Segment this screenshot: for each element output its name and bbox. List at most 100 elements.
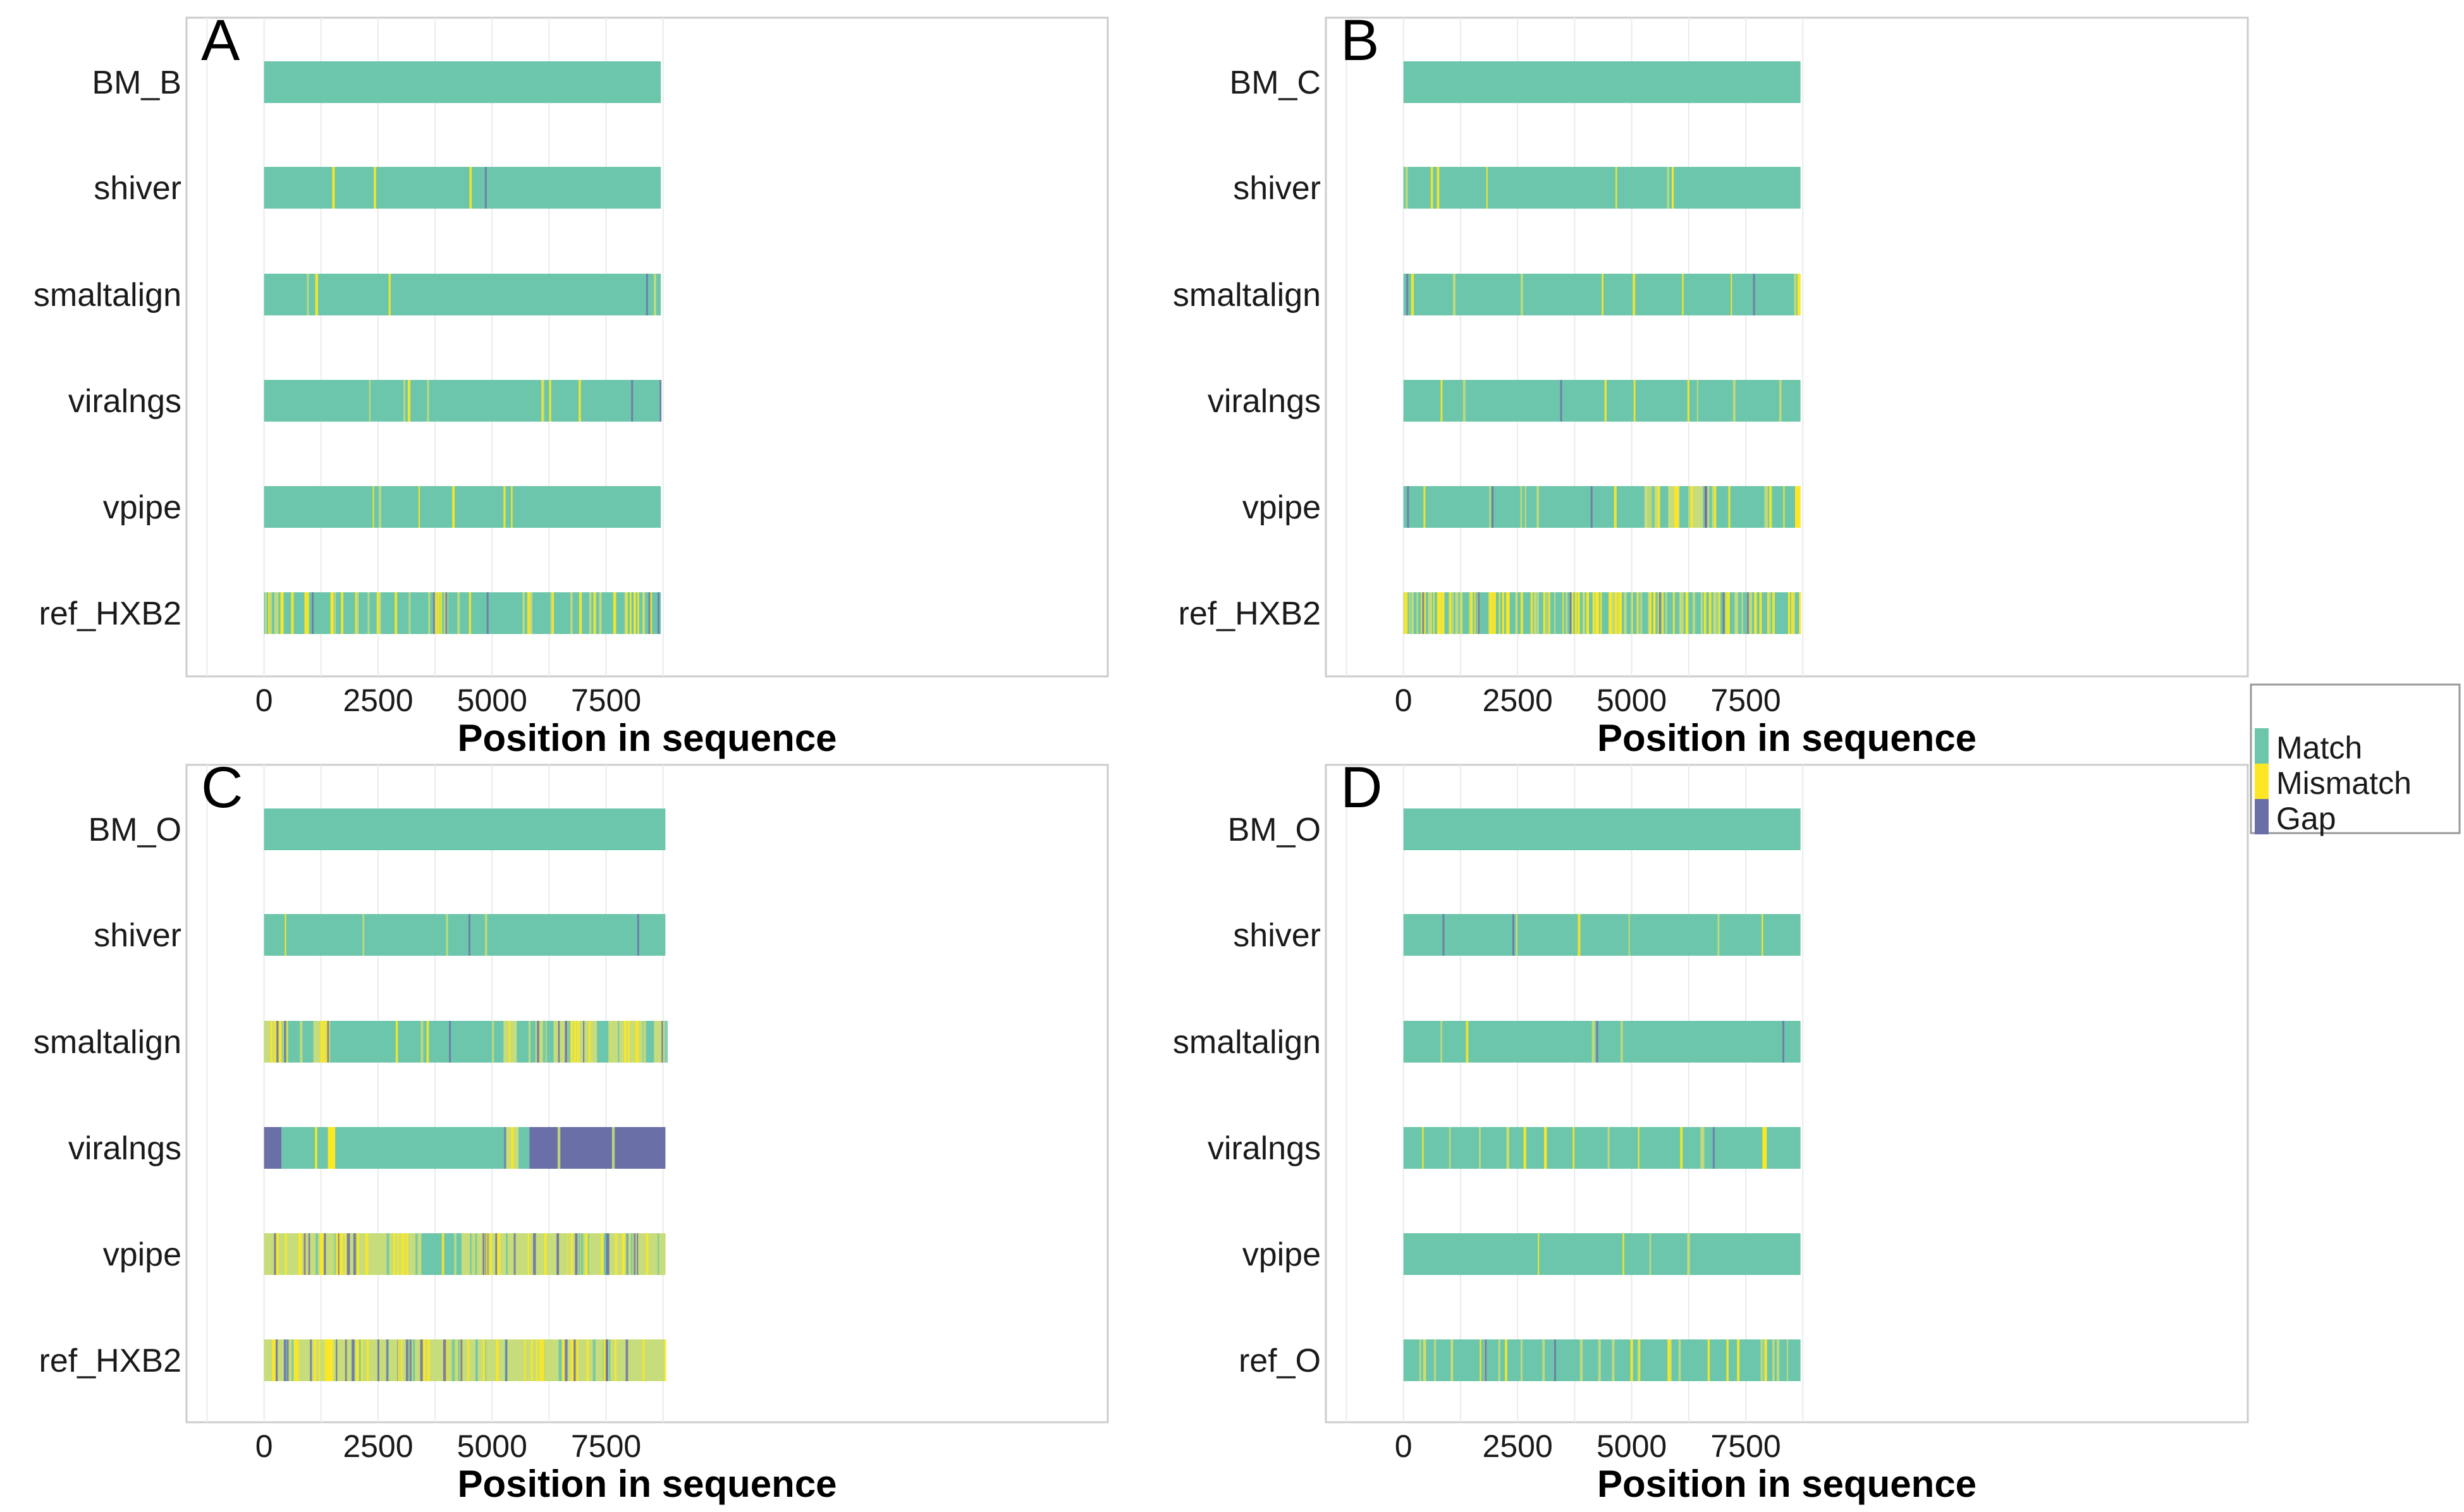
panel-label: C [201,755,243,820]
mismatch-site [1638,1339,1641,1381]
mismatch-site [274,1021,277,1063]
mismatch-site [1434,1339,1436,1381]
mismatch-site [646,1339,649,1381]
x-tick-label: 2500 [343,1429,413,1464]
track-bm-o: BM_O [1228,808,1801,850]
gap-site [468,914,470,956]
mismatch-site [590,1233,592,1275]
mismatch-site [1411,592,1414,634]
mismatch-site [1719,592,1720,634]
mismatch-site [1450,1339,1454,1381]
mismatch-site [362,914,365,956]
site-mark [578,1233,580,1275]
site-mark [497,1233,501,1275]
mismatch-site [1707,1339,1710,1381]
site-mark [274,1233,277,1275]
mismatch-site [1542,1339,1545,1381]
site-mark [357,1233,359,1275]
mismatch-site [1571,592,1574,634]
mismatch-site [1423,486,1426,528]
mismatch-site [1548,592,1550,634]
x-tick-label: 5000 [457,1429,527,1464]
mismatch-site [625,592,628,634]
mismatch-site [1667,167,1669,209]
x-tick-label: 5000 [1597,1429,1667,1464]
mismatch-site [624,592,627,634]
mismatch-site [579,380,581,422]
mismatch-site [1618,592,1622,634]
site-mark [489,1233,493,1275]
gap-site [432,592,435,634]
row-label: ref_HXB2 [1179,595,1321,632]
mismatch-site [1640,592,1643,634]
mismatch-site [388,274,391,315]
site-mark [270,1021,273,1063]
site-mark [628,1021,630,1063]
mismatch-site [1622,1233,1624,1275]
site-mark [408,1339,411,1381]
mismatch-site [1794,274,1797,315]
mismatch-site [1667,1339,1670,1381]
mismatch-site [1566,592,1568,634]
mismatch-site [1762,1127,1764,1169]
mismatch-site [1670,1339,1672,1381]
mismatch-site [1685,592,1688,634]
site-mark [646,1233,649,1275]
site-mark [415,1233,418,1275]
mismatch-site [1437,167,1440,209]
track-shiver: shiver [94,167,661,209]
row-label: vpipe [103,1236,181,1273]
mismatch-site [1726,1339,1729,1381]
track-smaltalign: smaltalign [1173,1021,1801,1063]
mismatch-site [503,486,506,528]
mismatch-site [462,1233,464,1275]
mismatch-site [454,1233,457,1275]
gap-site [631,380,634,422]
site-mark [365,1233,369,1275]
site-mark [495,1233,498,1275]
mismatch-site [484,914,487,956]
gap-site [449,1021,451,1063]
gap-site [1407,486,1409,528]
mismatch-site [1700,592,1703,634]
site-mark [618,1021,620,1063]
gap-segment [264,1127,282,1169]
mismatch-site [1452,592,1454,634]
x-tick-label: 0 [255,683,273,718]
mismatch-site [594,592,596,634]
site-mark [360,1339,363,1381]
mismatch-site [426,1021,429,1063]
gap-site [1554,1339,1556,1381]
x-axis-title: Position in sequence [457,1463,837,1505]
site-mark [589,1021,591,1063]
site-mark [366,1339,369,1381]
mismatch-site [1690,486,1693,528]
gap-site [1782,1021,1784,1063]
match-bar [1403,808,1801,850]
site-mark [1703,486,1705,528]
gap-site [659,380,662,422]
mismatch-site [435,592,437,634]
mismatch-site [613,592,615,634]
mismatch-site [1731,274,1732,315]
mismatch-site [1455,592,1457,634]
site-mark [545,1233,547,1275]
mismatch-site [1769,486,1772,528]
track-bm-o: BM_O [89,808,666,850]
track-vpipe: vpipe [103,1233,666,1275]
mismatch-site [1516,592,1517,634]
gap-site [1746,592,1749,634]
x-tick-label: 7500 [1710,683,1781,718]
mismatch-site [300,1021,303,1063]
site-mark [623,1021,627,1063]
mismatch-site [1421,592,1423,634]
legend-box [2250,683,2461,834]
mismatch-site [276,1233,279,1275]
site-mark [625,1339,628,1381]
x-axis-title: Position in sequence [1597,1463,1977,1505]
gap-site [1512,914,1514,956]
mismatch-segment [1672,167,1674,209]
site-mark [386,1233,389,1275]
site-mark [1651,486,1655,528]
mismatch-site [1762,914,1763,956]
